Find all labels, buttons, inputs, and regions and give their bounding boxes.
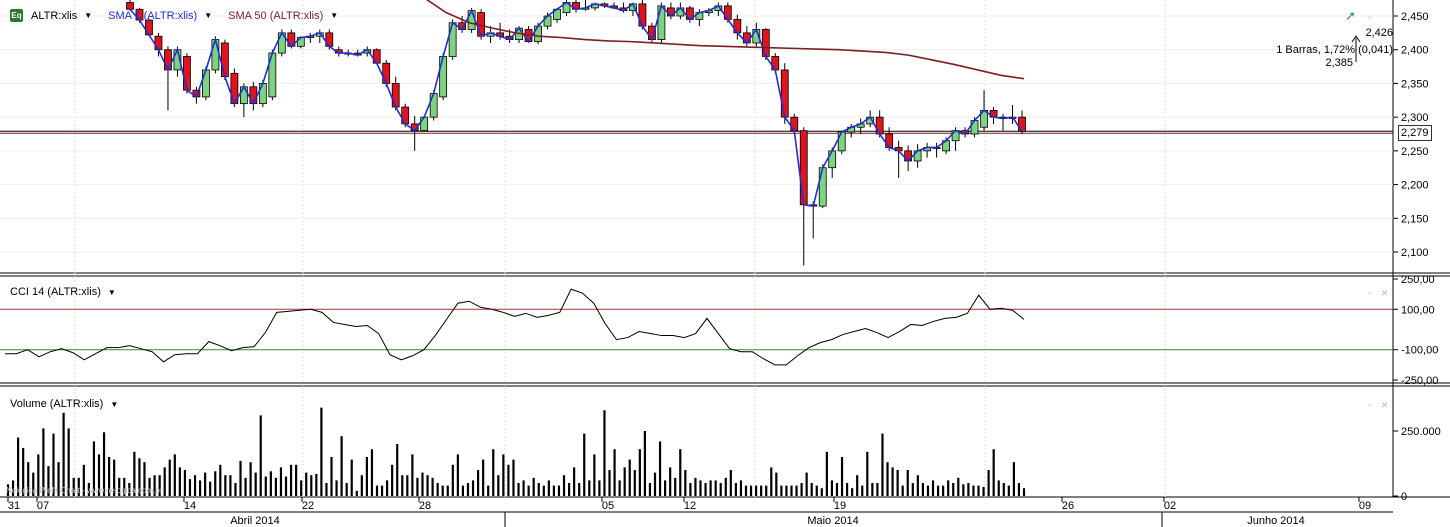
- candle-body: [970, 120, 979, 135]
- main-legend: Eq ALTR:xlis ▼ SMA 1 (ALTR:xlis) ▼ SMA 5…: [10, 9, 338, 22]
- candle-body: [154, 35, 163, 51]
- sma1-label[interactable]: SMA 1 (ALTR:xlis): [108, 9, 198, 22]
- volume-menu-arrow-icon[interactable]: ▼: [110, 399, 119, 409]
- candle-body: [837, 131, 846, 152]
- candle-body: [249, 86, 258, 105]
- price-panel[interactable]: [0, 0, 1393, 273]
- date-tick-label: 14: [184, 500, 196, 512]
- price-tick-label: 2,300: [1401, 112, 1429, 124]
- month-label: Maio 2014: [807, 515, 858, 527]
- symbol-menu-arrow-icon[interactable]: ▼: [84, 11, 93, 20]
- price-tick-label: 2,100: [1401, 247, 1429, 259]
- candle-body: [372, 49, 381, 64]
- cci-legend: CCI 14 (ALTR:xlis) ▼: [10, 286, 116, 298]
- candle-body: [211, 39, 220, 71]
- candle-body: [183, 56, 191, 91]
- volume-legend: Volume (ALTR:xlis) ▼: [10, 398, 118, 410]
- candle-body: [382, 62, 391, 84]
- candle-body: [439, 56, 448, 98]
- cci-tick-label: 100,00: [1401, 304, 1435, 316]
- cci-menu-arrow-icon[interactable]: ▼: [107, 287, 116, 297]
- candle-body: [145, 19, 153, 36]
- date-tick-label: 19: [834, 500, 846, 512]
- candle-body: [429, 93, 438, 118]
- price-tick-label: 2,250: [1401, 146, 1429, 158]
- date-tick-label: 09: [1359, 500, 1371, 512]
- date-tick-label: 28: [419, 500, 431, 512]
- watermark: Nelogica Profit Chart - www.nelogica.com…: [6, 486, 163, 495]
- candle-body: [391, 83, 400, 108]
- candle-body: [258, 83, 267, 105]
- date-tick-label: 05: [602, 500, 614, 512]
- sma1-line: [129, 1, 1023, 208]
- measure-bottom-value: 2,385: [1325, 57, 1353, 69]
- sma50-menu-arrow-icon[interactable]: ▼: [330, 11, 339, 20]
- volume-tick-label: 250.000: [1401, 426, 1441, 438]
- volume-label[interactable]: Volume (ALTR:xlis): [10, 398, 104, 410]
- date-tick-label: 02: [1164, 500, 1176, 512]
- candle-body: [638, 3, 647, 27]
- candle-body: [420, 116, 429, 132]
- measure-text: 1 Barras, 1,72% (0,041): [1276, 44, 1393, 56]
- cci-tick-label: -100,00: [1401, 345, 1438, 357]
- month-label: Abril 2014: [230, 515, 280, 527]
- candle-body: [657, 5, 666, 41]
- candle-body: [875, 116, 884, 135]
- cci-panel[interactable]: [0, 277, 1393, 383]
- volume-maximize-icon[interactable]: ▫: [1367, 400, 1372, 410]
- candle-body: [761, 29, 770, 57]
- sma50-line: [425, 0, 1025, 80]
- candle-body: [733, 18, 742, 34]
- cci-tick-label: -250,00: [1401, 375, 1438, 387]
- equity-icon: Eq: [10, 9, 23, 22]
- trend-icon[interactable]: ➚: [1345, 8, 1356, 23]
- candle-body: [202, 69, 210, 98]
- maximize-icon[interactable]: ▫: [1367, 12, 1372, 22]
- candle-body: [818, 167, 827, 207]
- candle-body: [534, 25, 542, 43]
- candle-body: [723, 5, 732, 20]
- volume-tick-label: 0: [1401, 491, 1407, 503]
- cci-label[interactable]: CCI 14 (ALTR:xlis): [10, 286, 101, 298]
- candle-body: [448, 22, 457, 57]
- candle-body: [239, 86, 248, 105]
- price-tick-label: 2,450: [1401, 11, 1429, 23]
- cci-maximize-icon[interactable]: ▫: [1367, 288, 1372, 298]
- candle-body: [790, 116, 799, 132]
- cci-close-icon[interactable]: ✕: [1380, 288, 1389, 298]
- candle-body: [828, 150, 837, 169]
- cci-tick-label: 250,00: [1401, 274, 1435, 286]
- candle-body: [771, 56, 780, 71]
- candle-body: [780, 69, 789, 118]
- price-tick-label: 2,150: [1401, 213, 1429, 225]
- date-tick-label: 12: [684, 500, 696, 512]
- date-tick-label: 22: [302, 500, 314, 512]
- candle-body: [467, 10, 476, 30]
- volume-close-icon[interactable]: ✕: [1380, 400, 1389, 410]
- price-tick-label: 2,350: [1401, 78, 1429, 90]
- measure-top-value: 2,426: [1365, 27, 1393, 39]
- current-price-box: 2,279: [1398, 125, 1432, 141]
- symbol-label[interactable]: ALTR:xlis: [31, 9, 78, 22]
- measure-tool[interactable]: [1351, 35, 1361, 62]
- candle-body: [885, 133, 894, 148]
- sma1-menu-arrow-icon[interactable]: ▼: [204, 11, 213, 20]
- candle-body: [799, 130, 808, 206]
- month-label: Junho 2014: [1247, 515, 1305, 527]
- candle-body: [220, 42, 229, 78]
- date-tick-label: 31: [8, 500, 20, 512]
- price-tick-label: 2,400: [1401, 45, 1429, 57]
- cci-line: [5, 288, 1025, 366]
- date-tick-label: 07: [37, 500, 49, 512]
- candle-body: [325, 32, 334, 47]
- sma50-label[interactable]: SMA 50 (ALTR:xlis): [228, 9, 324, 22]
- candle-body: [164, 49, 172, 71]
- date-tick-label: 26: [1062, 500, 1074, 512]
- candle-body: [1018, 116, 1026, 132]
- candle-body: [401, 106, 410, 125]
- price-tick-label: 2,200: [1401, 180, 1429, 192]
